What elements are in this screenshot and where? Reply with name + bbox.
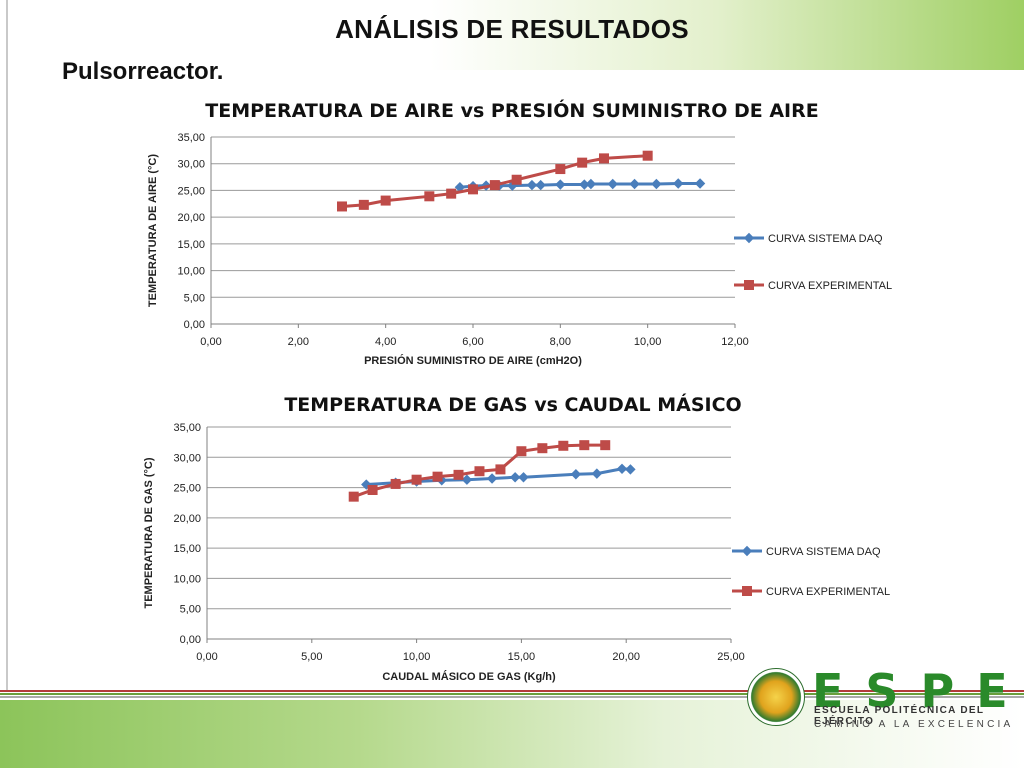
chart2-series-2-point: [474, 466, 485, 477]
chart1-x-tick-label: 2,00: [288, 336, 309, 348]
chart1-series-2-point: [577, 157, 588, 168]
chart1-legend-1-marker: [743, 232, 755, 244]
chart1-series-2-point: [424, 191, 435, 202]
chart2-series-2-point: [516, 446, 527, 457]
chart1-y-tick-label: 35,00: [177, 132, 205, 144]
chart1-y-tick-label: 25,00: [177, 185, 205, 197]
chart2-series-1-point: [518, 472, 529, 483]
chart2-y-tick-label: 30,00: [173, 452, 201, 464]
chart1-series-2-point: [446, 188, 457, 199]
slide-subtitle: Pulsorreactor.: [62, 58, 224, 85]
chart2-series-2-point: [600, 440, 611, 451]
chart1-x-tick-label: 4,00: [375, 336, 396, 348]
chart1-series-2-point: [468, 184, 478, 195]
left-border-rule: [6, 0, 8, 690]
chart1-series-2-point: [358, 199, 369, 210]
chart2-y-axis-label: TEMPERATURA DE GAS (°C): [143, 457, 155, 608]
chart2-series-1-point: [591, 468, 603, 479]
chart2-legend-1-marker: [741, 545, 753, 557]
chart1-series-1-point: [555, 179, 566, 190]
chart1-y-tick-label: 0,00: [184, 319, 205, 331]
chart1-series-2-point: [599, 153, 609, 164]
chart1-series-1-point: [673, 178, 684, 189]
chart1-x-tick-label: 8,00: [550, 336, 571, 348]
chart1-series-1-point: [607, 178, 618, 190]
chart2-y-tick-label: 15,00: [173, 543, 201, 555]
chart1-y-tick-label: 5,00: [184, 292, 205, 304]
chart2-y-tick-label: 25,00: [173, 483, 201, 495]
chart2-series-1-point: [486, 473, 498, 484]
chart2-y-tick-label: 10,00: [173, 573, 201, 585]
chart2-x-axis-label: CAUDAL MÁSICO DE GAS (Kg/h): [382, 670, 556, 683]
footer-rule-lines: [0, 690, 1024, 700]
chart1-x-tick-label: 6,00: [462, 336, 483, 348]
chart2-y-tick-label: 5,00: [180, 604, 201, 616]
chart1-series-1-point: [526, 179, 538, 191]
chart2-series-2-point: [453, 469, 464, 480]
chart2-series-1-point: [616, 463, 628, 475]
chart1-legend-1-label: CURVA SISTEMA DAQ: [768, 233, 883, 245]
chart1-legend-2-label: CURVA EXPERIMENTAL: [768, 280, 892, 292]
chart2-series-1-point: [625, 464, 636, 475]
chart1-series-2-point: [642, 150, 653, 161]
chart1-series-2-point: [511, 174, 522, 185]
chart2-series-1-point: [461, 474, 473, 485]
chart1-x-tick-label: 12,00: [721, 336, 749, 348]
chart2-x-tick-label: 5,00: [301, 651, 322, 663]
chart1-y-axis-label: TEMPERATURA DE AIRE (°C): [147, 154, 159, 307]
chart1-series-1-point: [651, 178, 662, 190]
espe-logo-acronym: ESPE: [812, 664, 1024, 718]
chart2-series-2-point: [495, 464, 506, 475]
chart2-series-1-point: [509, 472, 521, 483]
chart1-series-1-point: [585, 178, 597, 190]
chart1-series-2-point: [489, 180, 500, 191]
chart2-series-2-point: [367, 484, 378, 495]
chart1-y-tick-label: 30,00: [177, 159, 205, 171]
chart2-x-tick-label: 25,00: [717, 651, 745, 663]
chart2-series-1-point: [570, 469, 582, 480]
chart2-x-tick-label: 15,00: [508, 651, 536, 663]
chart1-series-1-point: [629, 178, 640, 190]
slide-title: ANÁLISIS DE RESULTADOS: [335, 14, 689, 44]
chart2-y-tick-label: 35,00: [173, 422, 201, 434]
chart1-x-tick-label: 0,00: [200, 336, 221, 348]
chart2-series-2-point: [432, 471, 443, 482]
chart2-series-2-point: [411, 474, 422, 485]
chart2-y-tick-label: 0,00: [180, 634, 201, 646]
chart2-series-2-point: [537, 443, 548, 454]
header-band: [0, 0, 1024, 70]
chart1-series-2-point: [380, 195, 391, 206]
chart2-y-tick-label: 20,00: [173, 513, 201, 525]
espe-logo-line2: CAMINO A LA EXCELENCIA: [814, 719, 1014, 730]
chart2-x-tick-label: 0,00: [196, 651, 217, 663]
chart1-y-tick-label: 20,00: [177, 212, 205, 224]
chart1-series-1-point: [694, 178, 706, 189]
chart2-title: TEMPERATURA DE GAS vs CAUDAL MÁSICO: [284, 394, 742, 416]
chart2-legend-2-marker: [742, 586, 752, 596]
chart2-series-2-point: [579, 440, 590, 451]
chart1-series-1-point: [535, 179, 546, 191]
chart1-x-tick-label: 10,00: [634, 336, 662, 348]
chart2-legend-2-label: CURVA EXPERIMENTAL: [766, 586, 890, 598]
chart1-y-tick-label: 10,00: [177, 266, 205, 278]
chart2-x-tick-label: 10,00: [403, 651, 431, 663]
chart2-series-2-point: [348, 491, 359, 502]
chart1-x-axis-label: PRESIÓN SUMINISTRO DE AIRE (cmH2O): [364, 354, 582, 367]
espe-logo-line1: ESCUELA POLITÉCNICA DEL EJÉRCITO: [814, 705, 985, 727]
chart2-series-2-point: [558, 440, 569, 451]
chart2-legend-1-label: CURVA SISTEMA DAQ: [766, 546, 881, 558]
chart1-series-2-point: [337, 201, 347, 212]
chart2-series-2-point: [390, 478, 401, 489]
chart1-series-2-point: [555, 164, 566, 175]
espe-seal-logo: [747, 668, 805, 726]
chart1-y-tick-label: 15,00: [177, 239, 205, 251]
footer-band: [0, 700, 1024, 768]
chart1-legend-2-marker: [744, 280, 754, 290]
chart2-x-tick-label: 20,00: [612, 651, 640, 663]
chart1-title: TEMPERATURA DE AIRE vs PRESIÓN SUMINISTR…: [205, 100, 819, 122]
